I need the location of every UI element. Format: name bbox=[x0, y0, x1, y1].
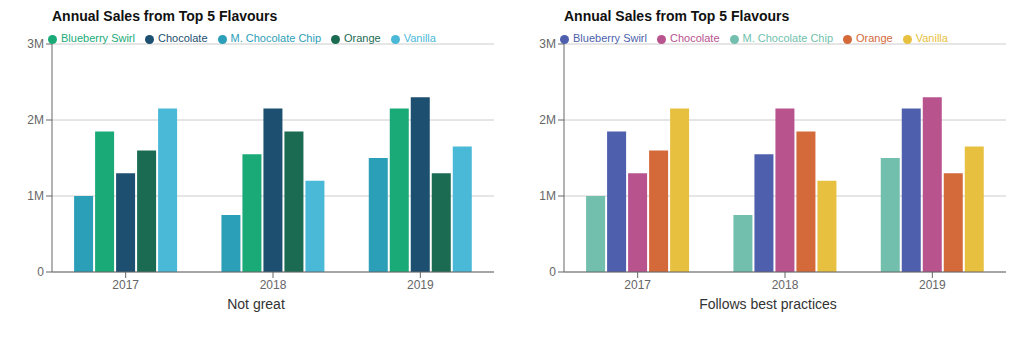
html-text:M. Chocolate Chip: M. Chocolate Chip bbox=[742, 32, 833, 44]
svg-text:2019: 2019 bbox=[919, 278, 946, 292]
html-text:M. Chocolate Chip: M. Chocolate Chip bbox=[230, 32, 321, 44]
svg-text:1M: 1M bbox=[27, 189, 44, 203]
svg-text:0: 0 bbox=[549, 265, 556, 279]
svg-text:2017: 2017 bbox=[112, 278, 139, 292]
html-text:Annual Sales from Top 5 Flavou: Annual Sales from Top 5 Flavours bbox=[52, 8, 278, 24]
svg-text:2M: 2M bbox=[27, 113, 44, 127]
html-text:Orange: Orange bbox=[344, 32, 381, 44]
html-text:Follows best practices: Follows best practices bbox=[699, 296, 837, 312]
html-text:Blueberry Swirl: Blueberry Swirl bbox=[61, 32, 135, 44]
html-text:Chocolate: Chocolate bbox=[670, 32, 720, 44]
svg-text:2018: 2018 bbox=[260, 278, 287, 292]
html-text:Orange: Orange bbox=[856, 32, 893, 44]
svg-text:1M: 1M bbox=[539, 189, 556, 203]
html-text:Annual Sales from Top 5 Flavou: Annual Sales from Top 5 Flavours bbox=[564, 8, 790, 24]
svg-text:2018: 2018 bbox=[772, 278, 799, 292]
html-text:Chocolate: Chocolate bbox=[158, 32, 208, 44]
svg-text:3M: 3M bbox=[27, 37, 44, 51]
svg-text:2M: 2M bbox=[539, 113, 556, 127]
html-text:Vanilla: Vanilla bbox=[915, 32, 948, 44]
svg-text:2017: 2017 bbox=[624, 278, 651, 292]
svg-text:0: 0 bbox=[37, 265, 44, 279]
svg-text:3M: 3M bbox=[539, 37, 556, 51]
html-text:Vanilla: Vanilla bbox=[403, 32, 436, 44]
svg-text:2019: 2019 bbox=[407, 278, 434, 292]
html-text:Not great: Not great bbox=[227, 296, 285, 312]
html-text:Blueberry Swirl: Blueberry Swirl bbox=[573, 32, 647, 44]
